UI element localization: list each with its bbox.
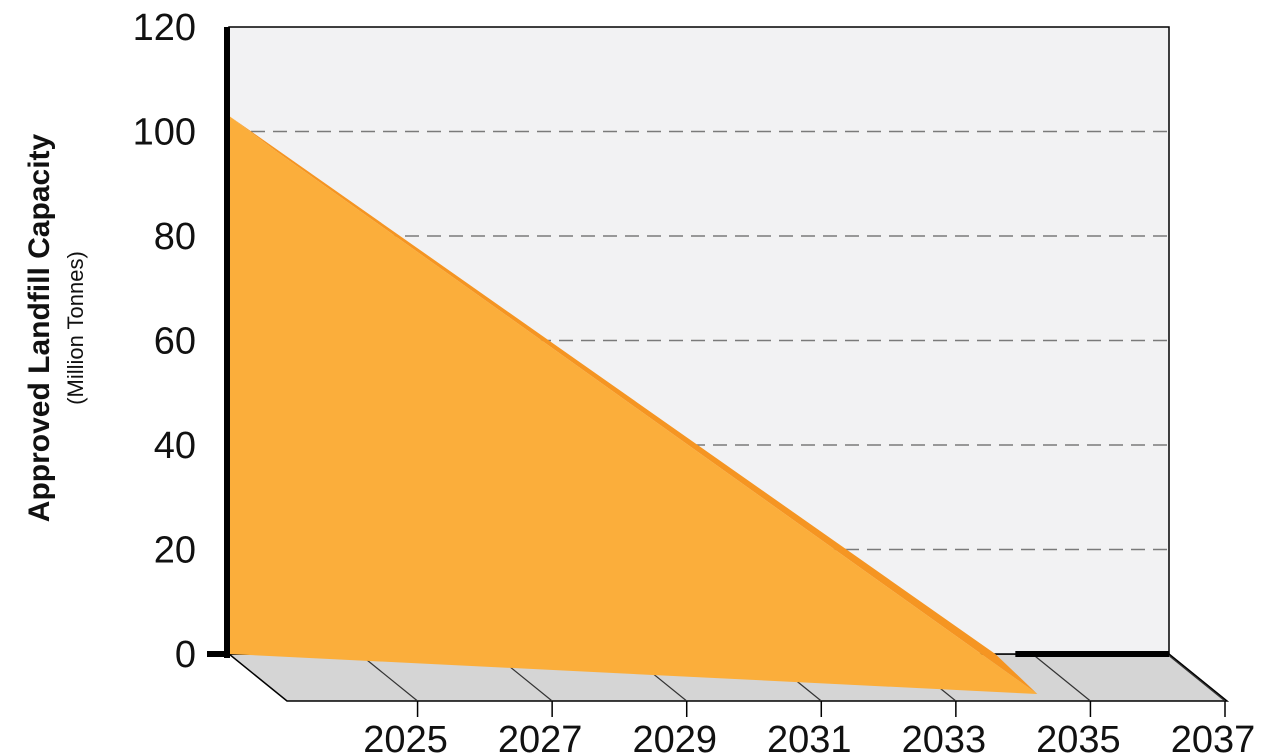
y-tick-label-4: 80 [154,216,196,258]
x-tick-label-4: 2033 [902,719,987,755]
y-tick-label-1: 20 [154,530,196,572]
x-tick-label-5: 2035 [1036,719,1121,755]
y-axis-unit: (Million Tonnes) [63,251,88,405]
y-tick-label-3: 60 [154,321,196,363]
y-tick-label-0: 0 [175,634,196,676]
y-zero-tick [207,651,229,657]
y-axis-title: Approved Landfill Capacity [23,133,56,522]
x-tick-label-3: 2031 [767,719,852,755]
x-axis-line [1015,651,1169,657]
area-front-face [229,115,1038,694]
floor-divider-6 [1166,653,1226,702]
x-tick-label-1: 2027 [498,719,583,755]
y-axis-line [224,27,230,658]
floor-divider-0 [359,653,418,702]
y-tick-label-5: 100 [133,112,196,154]
x-tick-label-6: 2037 [1171,719,1256,755]
x-tick-label-2: 2029 [632,719,717,755]
area-top-face [229,115,1038,694]
y-tick-label-6: 120 [133,7,196,49]
floor-divider-5 [1032,653,1091,702]
x-tick-label-0: 2025 [363,719,448,755]
y-tick-label-2: 40 [154,425,196,467]
